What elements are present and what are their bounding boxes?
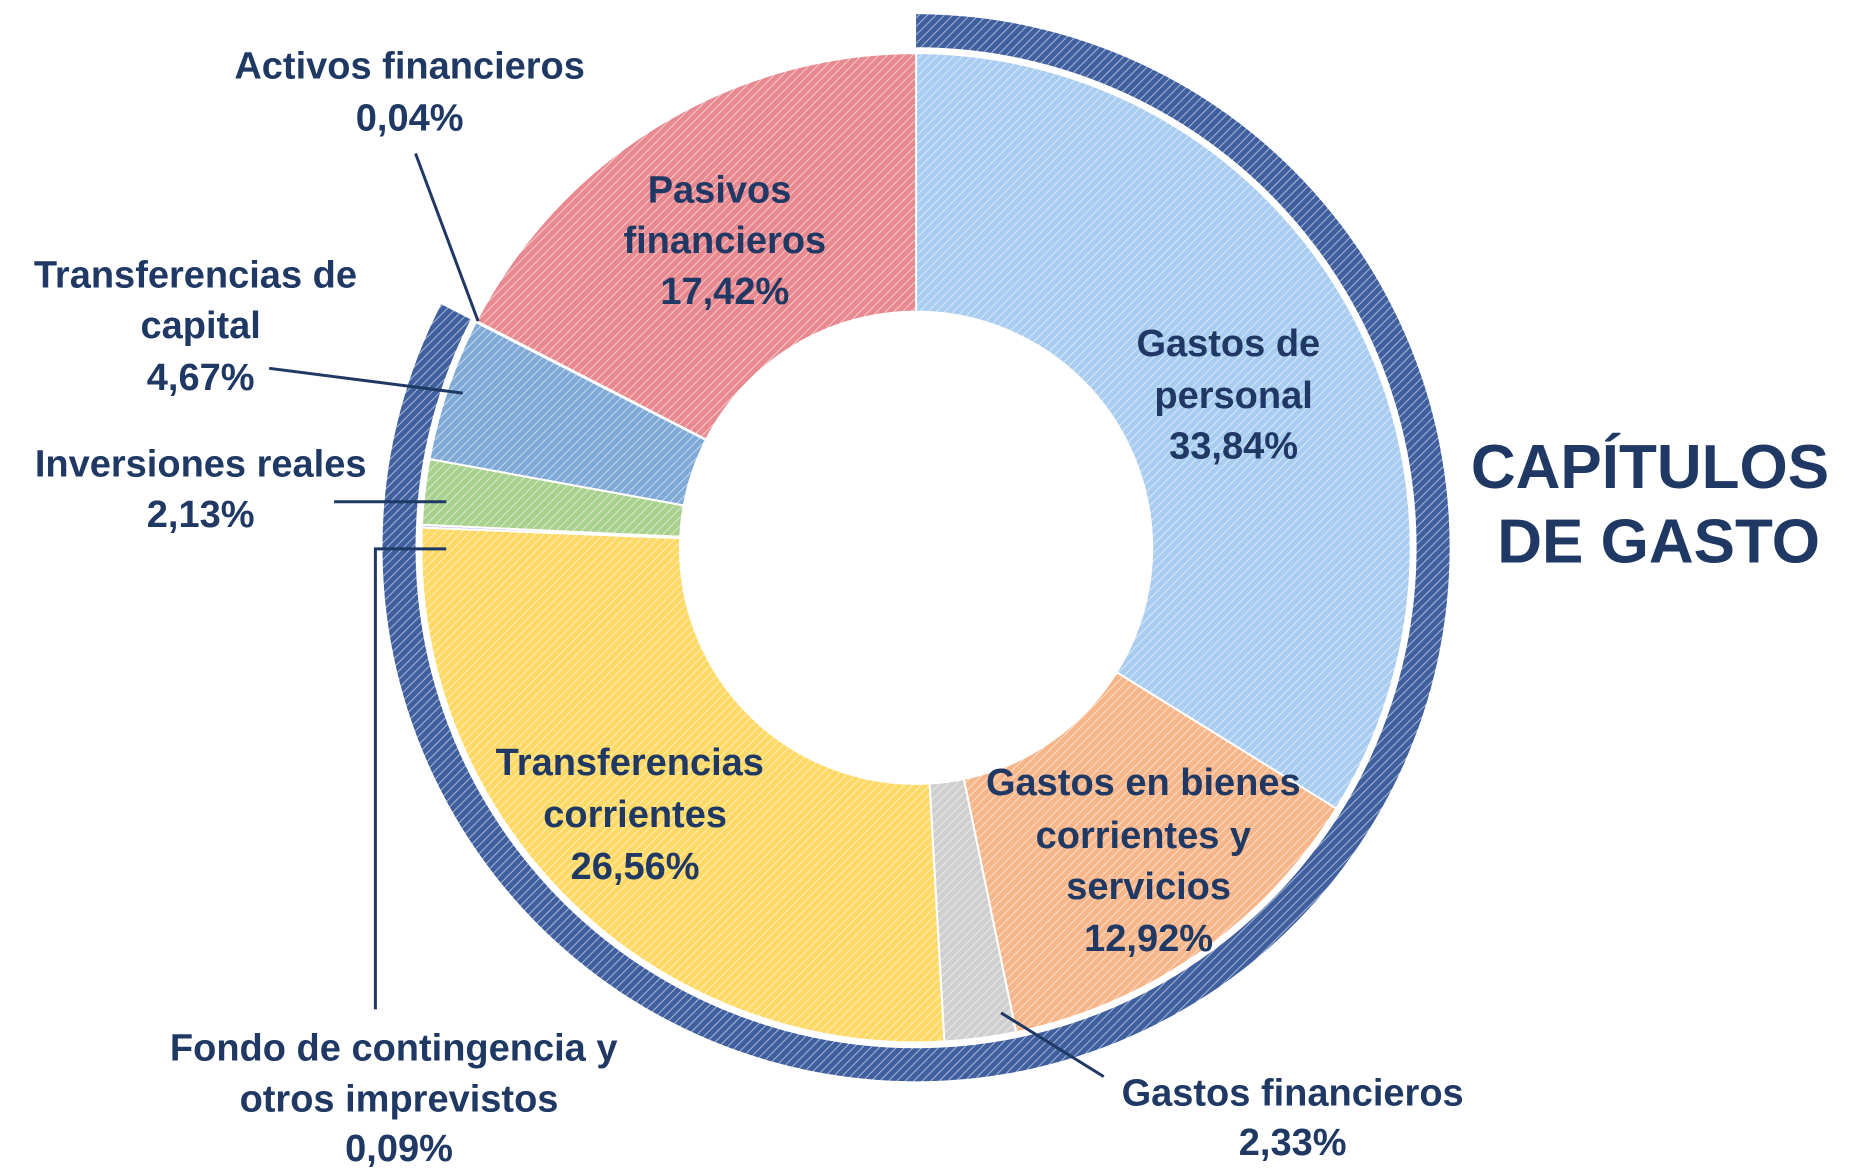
category-label: Gastos financieros xyxy=(1122,1073,1464,1115)
category-label: Transferencias de capital xyxy=(34,254,368,347)
slice xyxy=(962,670,1338,1034)
slice xyxy=(420,526,946,1044)
category-label: Fondo de contingencia y otros imprevisto… xyxy=(170,1028,628,1121)
chart-title: CAPÍTULOS DE GASTO xyxy=(1471,434,1846,577)
category-label: Gastos en bienes corrientes y servicios xyxy=(986,762,1311,908)
value-label: 17,42% xyxy=(660,271,789,313)
value-label: 12,92% xyxy=(1084,918,1213,960)
value-label: 26,56% xyxy=(571,846,700,888)
value-label: 2,13% xyxy=(147,494,255,536)
value-label: 2,33% xyxy=(1239,1122,1347,1164)
value-label: 0,09% xyxy=(345,1128,453,1170)
leader-line xyxy=(268,366,463,395)
slices xyxy=(382,14,1450,1082)
leader-line xyxy=(373,547,447,1010)
category-label: Transferencias corrientes xyxy=(496,742,775,836)
category-label: Inversiones reales xyxy=(35,443,367,485)
slice xyxy=(475,52,918,441)
category-label: Gastos de personal xyxy=(1136,323,1330,417)
slice xyxy=(915,52,1412,810)
labels: Gastos de personal 33,84% Gastos en bienes… xyxy=(34,45,1464,1170)
leader-line xyxy=(1000,1011,1105,1078)
leader-line xyxy=(414,152,480,322)
value-label: 0,04% xyxy=(356,97,464,139)
value-label: 33,84% xyxy=(1169,426,1298,468)
value-label: 4,67% xyxy=(147,357,255,399)
category-label: Activos financieros xyxy=(234,45,585,87)
category-label: Pasivos financieros xyxy=(623,169,826,262)
